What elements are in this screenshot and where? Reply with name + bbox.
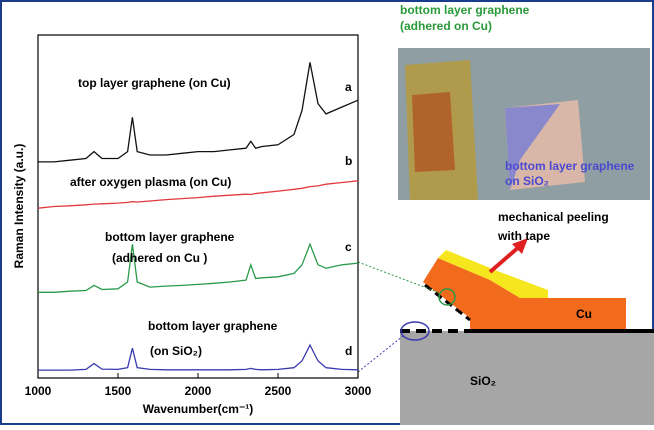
series-label: c [345,240,352,254]
photo-label: on SiO₂ [505,174,549,188]
series-label: b [345,154,352,168]
spectrum-annotation: bottom layer graphene [105,230,235,244]
photo-label: bottom layer graphene [400,3,530,17]
spectrum-annotation: (adhered on Cu ) [112,251,207,265]
x-axis-label: Wavenumber(cm⁻¹) [143,402,254,416]
photo-label: bottom layer graphene [505,159,635,173]
x-tick-label: 1000 [25,384,52,398]
x-tick-label: 2500 [265,384,292,398]
cu-label: Cu [576,307,592,321]
sio2-label: SiO₂ [470,374,496,388]
sio2-block [400,331,654,425]
peel-label: mechanical peeling [498,210,609,224]
series-label: d [345,344,352,358]
series-label: a [345,80,352,94]
spectrum-annotation: (on SiO₂) [150,344,202,358]
x-tick-label: 3000 [345,384,372,398]
photo-label: (adhered on Cu) [400,19,492,33]
spectrum-annotation: bottom layer graphene [148,319,278,333]
x-tick-label: 1500 [105,384,132,398]
spectrum-annotation: top layer graphene (on Cu) [78,76,231,90]
figure: bottom layer graphene (adhered on Cu) bo… [0,0,654,425]
x-tick-label: 2000 [185,384,212,398]
y-axis-label: Raman Intensity (a.u.) [12,144,26,269]
peel-label: with tape [497,229,550,243]
cu-foil [412,92,455,172]
spectrum-annotation: after oxygen plasma (on Cu) [70,175,231,189]
